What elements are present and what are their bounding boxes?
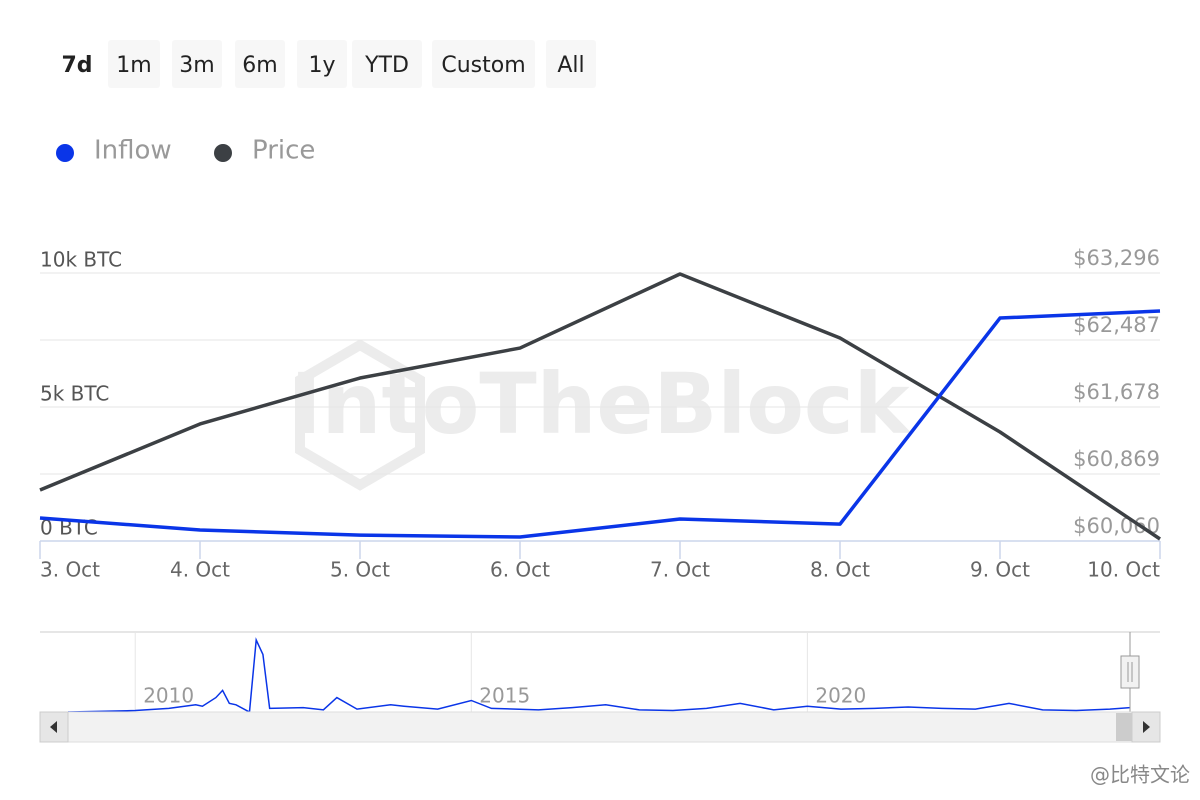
x-tick-label: 9. Oct: [970, 558, 1030, 582]
range-button-label[interactable]: All: [557, 53, 584, 78]
watermark-logo: [295, 339, 425, 491]
range-button[interactable]: [297, 40, 347, 88]
x-tick-label: 7. Oct: [650, 558, 710, 582]
range-button[interactable]: [352, 40, 422, 88]
navigator-line: [67, 637, 1131, 714]
range-button[interactable]: [172, 40, 222, 88]
range-button[interactable]: [546, 40, 596, 88]
y2-tick-label: $61,678: [1073, 380, 1160, 404]
y2-tick-label: $63,296: [1073, 246, 1160, 270]
range-button-label[interactable]: 1m: [116, 53, 151, 78]
navigator-tick-label: 2010: [143, 684, 194, 708]
y-tick-label: 10k BTC: [40, 248, 122, 272]
range-button[interactable]: [235, 40, 285, 88]
x-tick-label: 4. Oct: [170, 558, 230, 582]
range-button-label[interactable]: 6m: [242, 53, 277, 78]
x-tick-label: 3. Oct: [40, 558, 100, 582]
legend-marker[interactable]: [214, 144, 232, 162]
range-button-label[interactable]: YTD: [364, 53, 409, 78]
scrollbar-left-arrow: [50, 721, 57, 733]
range-button-label[interactable]: 1y: [308, 53, 335, 78]
series-line: [39, 272, 1161, 541]
y2-tick-label: $60,060: [1073, 514, 1160, 538]
x-tick-label: 8. Oct: [810, 558, 870, 582]
x-tick-label: 6. Oct: [490, 558, 550, 582]
legend-marker[interactable]: [56, 144, 74, 162]
legend-label[interactable]: Inflow: [94, 136, 172, 166]
range-button-label[interactable]: 7d: [61, 53, 92, 78]
y2-tick-label: $60,869: [1073, 447, 1160, 471]
watermark: IntoTheBlock: [290, 355, 911, 453]
y2-tick-label: $62,487: [1073, 313, 1160, 337]
x-tick-label: 5. Oct: [330, 558, 390, 582]
y-tick-label: 5k BTC: [40, 382, 109, 406]
legend-label[interactable]: Price: [252, 136, 315, 166]
x-tick-label: 10. Oct: [1087, 558, 1160, 582]
navigator-handle[interactable]: [1120, 655, 1140, 689]
navigator-tick-label: 2015: [479, 684, 530, 708]
navigator-tick-label: 2020: [815, 684, 866, 708]
series-line: [39, 309, 1161, 539]
range-button-label[interactable]: Custom: [441, 53, 525, 78]
scrollbar-right-arrow: [1143, 721, 1150, 733]
range-button[interactable]: [52, 40, 102, 88]
scrollbar-thumb[interactable]: [1116, 713, 1132, 741]
credit: @比特文论: [1090, 763, 1190, 787]
range-button-label[interactable]: 3m: [179, 53, 214, 78]
range-button[interactable]: [432, 40, 535, 88]
scrollbar-track[interactable]: [39, 711, 1161, 743]
range-button[interactable]: [108, 40, 160, 88]
